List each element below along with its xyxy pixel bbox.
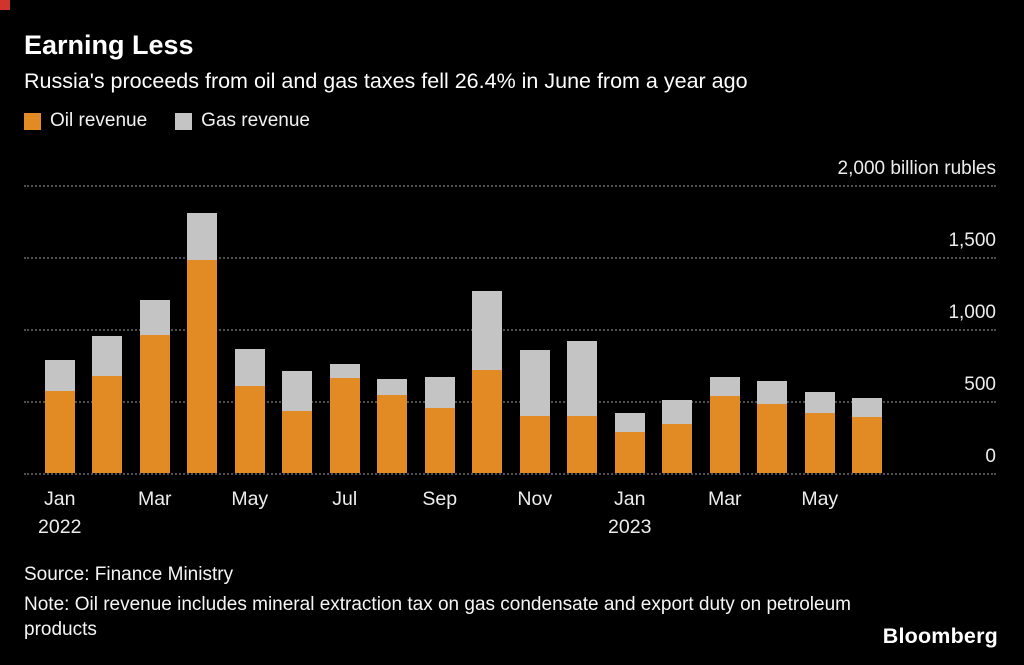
note-text: Note: Oil revenue includes mineral extra…: [24, 593, 851, 641]
bar-oil-jun-2023: [852, 416, 883, 473]
gridline-2000: [24, 185, 996, 187]
chart-header: Earning Less Russia's proceeds from oil …: [24, 30, 1000, 94]
bar-oil-mar-2023: [709, 395, 740, 473]
bar-gas-aug-2022: [377, 379, 408, 396]
bar-oil-aug-2022: [377, 395, 408, 473]
oil-swatch-icon: [24, 112, 41, 130]
bar-gas-jan-2023: [614, 413, 645, 432]
bar-gas-dec-2022: [567, 341, 598, 417]
bar-oil-may-2023: [804, 413, 835, 473]
bar-gas-apr-2023: [757, 380, 788, 404]
bar-gas-may-2023: [804, 392, 835, 414]
x-tick-label-jan-12: Jan 2023: [608, 488, 652, 539]
bar-gas-apr-2022: [187, 213, 218, 260]
x-tick-label-may-16: May: [801, 488, 839, 510]
bar-oil-mar-2022: [139, 334, 170, 473]
x-tick-label-sep-8: Sep: [422, 488, 458, 510]
chart-footer: Source: Finance Ministry Note: Oil reven…: [24, 562, 1000, 643]
bar-oil-jun-2022: [282, 411, 313, 473]
bar-gas-may-2022: [234, 349, 265, 386]
gridline-0: [24, 473, 996, 475]
bar-gas-jul-2022: [329, 364, 360, 378]
bar-oil-jan-2022: [44, 390, 75, 473]
bar-gas-jun-2023: [852, 398, 883, 417]
x-tick-label-may-4: May: [231, 488, 269, 510]
bar-oil-jul-2022: [329, 377, 360, 473]
legend-item-oil: Oil revenue: [24, 110, 147, 132]
bar-gas-feb-2023: [662, 400, 693, 425]
x-tick-label-jan-0: Jan 2022: [38, 488, 82, 539]
bar-oil-oct-2022: [472, 370, 503, 473]
bar-oil-jan-2023: [614, 431, 645, 473]
bar-oil-apr-2023: [757, 403, 788, 473]
bar-gas-feb-2022: [92, 336, 123, 376]
gridline-500: [24, 401, 996, 403]
bar-oil-feb-2022: [92, 375, 123, 473]
chart-title: Earning Less: [24, 30, 194, 60]
bloomberg-logo: Bloomberg: [882, 624, 998, 648]
y-tick-label-2000: 2,000 billion rubles: [837, 158, 996, 179]
bar-gas-oct-2022: [472, 290, 503, 371]
x-tick-label-jul-6: Jul: [332, 488, 358, 510]
x-tick-label-nov-10: Nov: [517, 488, 553, 510]
gridline-1000: [24, 329, 996, 331]
y-tick-label-1500: 1,500: [948, 230, 996, 251]
source-text: Source: Finance Ministry: [24, 564, 234, 585]
legend-label-gas: Gas revenue: [201, 110, 310, 131]
bar-oil-sep-2022: [424, 408, 455, 473]
x-tick-label-mar-14: Mar: [707, 488, 742, 510]
legend-item-gas: Gas revenue: [175, 110, 310, 132]
bar-oil-feb-2023: [662, 424, 693, 473]
bar-oil-apr-2022: [187, 259, 218, 473]
y-tick-label-1000: 1,000: [948, 302, 996, 323]
bar-oil-may-2022: [234, 385, 265, 473]
bar-gas-jun-2022: [282, 370, 313, 412]
bar-gas-jan-2022: [44, 359, 75, 391]
gridline-1500: [24, 257, 996, 259]
chart-plot: 0 500 1,000 1,500 2,000 billion rubles Jan 202…: [24, 138, 996, 548]
bar-oil-nov-2022: [519, 416, 550, 473]
gas-swatch-icon: [175, 112, 193, 130]
chart-subtitle: Russia's proceeds from oil and gas taxes…: [24, 69, 748, 93]
bar-gas-nov-2022: [519, 349, 550, 417]
bar-oil-dec-2022: [567, 416, 598, 473]
brand-mark: [0, 0, 10, 10]
legend-label-oil: Oil revenue: [50, 110, 148, 131]
bar-gas-mar-2023: [709, 377, 740, 396]
legend: Oil revenue Gas revenue: [24, 110, 1000, 132]
bar-gas-sep-2022: [424, 377, 455, 409]
bar-gas-mar-2022: [139, 300, 170, 335]
y-tick-label-500: 500: [964, 374, 996, 395]
y-tick-label-0: 0: [985, 446, 996, 467]
x-tick-label-mar-2: Mar: [137, 488, 172, 510]
